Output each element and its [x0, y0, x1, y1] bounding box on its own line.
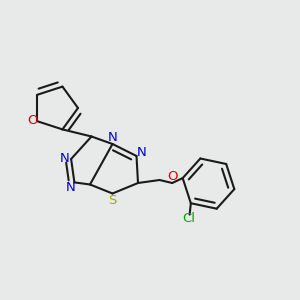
Text: S: S	[108, 194, 117, 207]
Text: N: N	[137, 146, 147, 160]
Text: O: O	[167, 170, 178, 184]
Text: Cl: Cl	[182, 212, 195, 225]
Text: N: N	[66, 181, 76, 194]
Text: O: O	[27, 114, 38, 128]
Text: N: N	[60, 152, 70, 165]
Text: N: N	[108, 131, 117, 144]
